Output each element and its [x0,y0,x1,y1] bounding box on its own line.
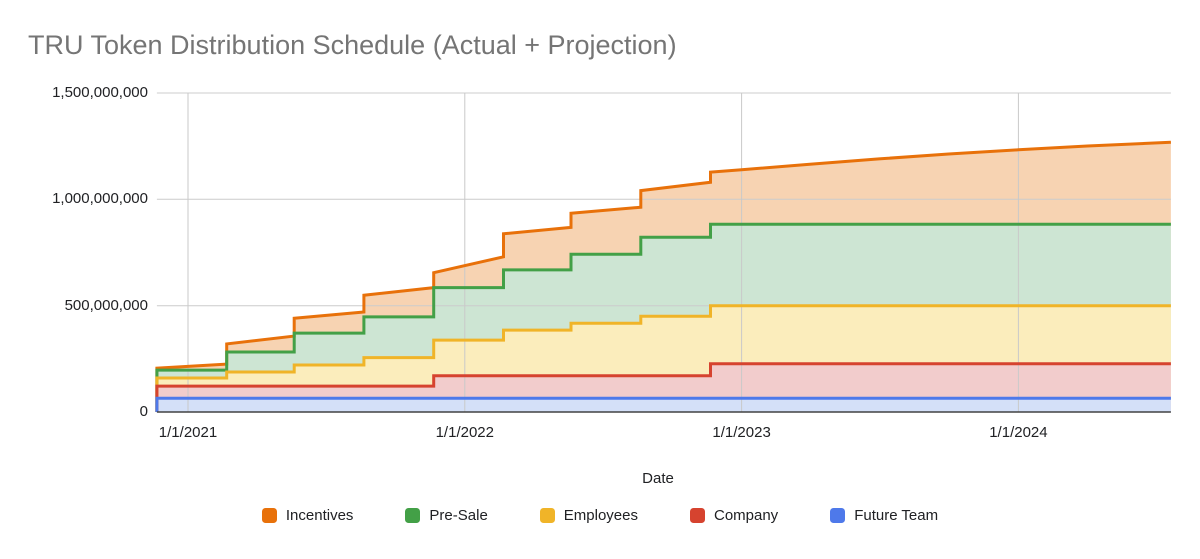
legend-item-pre-sale[interactable]: Pre-Sale [405,507,488,524]
chart-title: TRU Token Distribution Schedule (Actual … [28,30,677,60]
legend-swatch-company [689,508,705,523]
legend-item-future-team[interactable]: Future Team [830,507,938,524]
y-tick-label: 1,000,000,000 [52,190,148,208]
legend: Incentives Pre-Sale Employees Company Future… [0,507,1200,524]
legend-label: Company [713,507,779,524]
legend-swatch-incentives [261,508,277,523]
legend-item-employees[interactable]: Employees [539,507,638,524]
legend-item-company[interactable]: Company [689,507,779,524]
x-axis-title: Date [642,470,674,487]
legend-swatch-future-team [830,508,846,523]
y-tick-label: 0 [139,403,148,420]
legend-label: Employees [563,507,638,524]
legend-label: Pre-Sale [429,507,488,524]
legend-item-incentives[interactable]: Incentives [261,507,354,524]
x-tick-label: 1/1/2024 [989,424,1048,441]
x-tick-label: 1/1/2023 [712,424,771,441]
legend-label: Future Team [854,507,939,524]
x-tick-label: 1/1/2021 [158,424,218,441]
y-tick-label: 1,500,000,000 [52,84,148,101]
y-tick-label: 500,000,000 [64,296,148,314]
legend-swatch-employees [539,508,555,523]
legend-label: Incentives [285,507,354,524]
legend-swatch-pre-sale [405,508,421,523]
x-tick-label: 1/1/2022 [435,424,494,441]
